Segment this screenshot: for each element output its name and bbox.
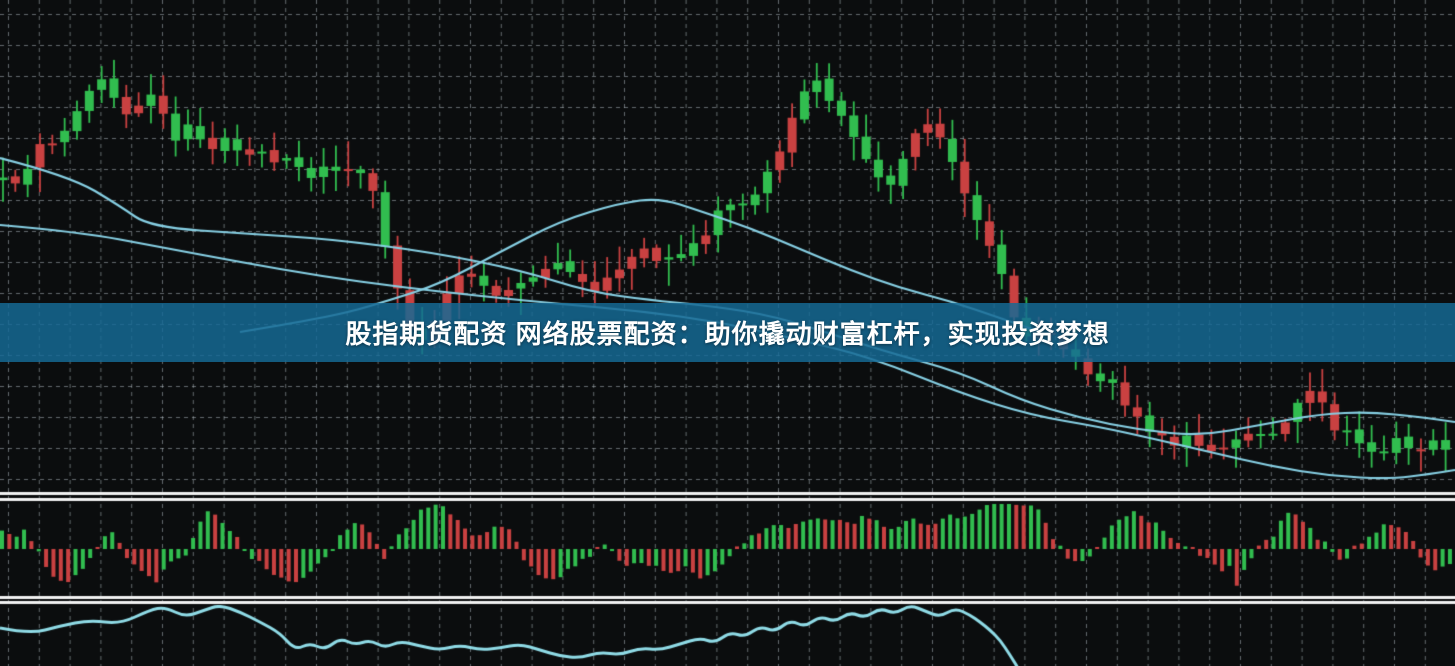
promo-banner-text: 股指期货配资 网络股票配资：助你撬动财富杠杆，实现投资梦想 <box>345 319 1110 349</box>
promo-banner: 股指期货配资 网络股票配资：助你撬动财富杠杆，实现投资梦想 <box>0 303 1455 362</box>
